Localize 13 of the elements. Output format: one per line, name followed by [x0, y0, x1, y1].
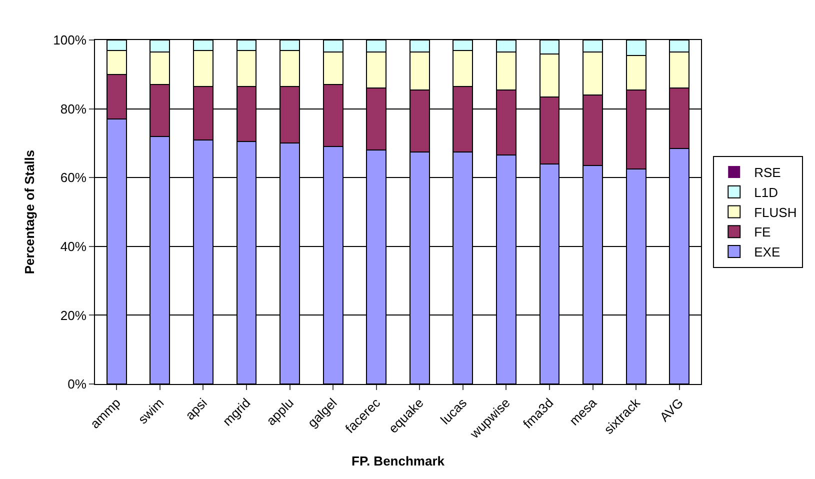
y-tick-label: 20%	[60, 308, 87, 323]
legend-label: FE	[754, 224, 772, 240]
y-tick-label: 80%	[60, 101, 87, 116]
y-tick-label: 40%	[60, 238, 87, 254]
y-tick-label: 0%	[68, 376, 87, 392]
x-axis-title: FP. Benchmark	[352, 453, 446, 468]
legend-label: RSE	[754, 165, 782, 180]
legend-label: L1D	[754, 184, 778, 200]
y-tick-label: 100%	[53, 32, 87, 48]
y-axis-title: Percentage of Stalls	[22, 150, 38, 274]
legend-label: FLUSH	[754, 204, 797, 220]
y-tick-label: 60%	[60, 170, 87, 186]
legend-label: EXE	[754, 244, 780, 260]
